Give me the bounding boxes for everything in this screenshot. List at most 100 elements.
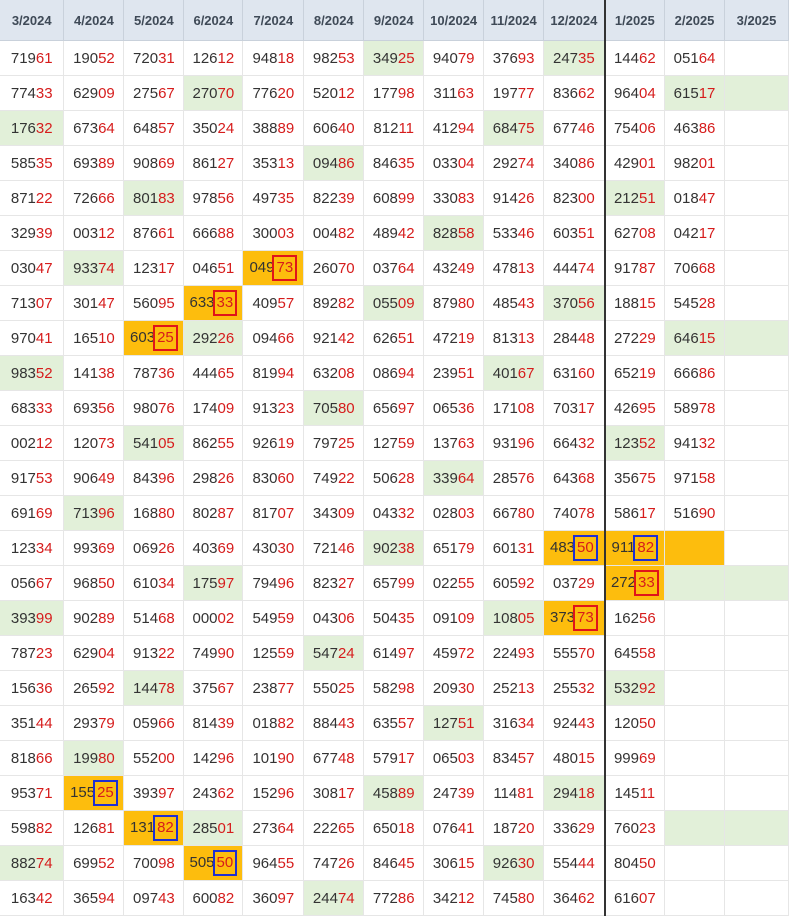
- table-cell[interactable]: 53292: [604, 670, 666, 706]
- table-cell[interactable]: 70580: [303, 390, 365, 426]
- table-cell[interactable]: 88443: [303, 705, 365, 741]
- table-cell[interactable]: 29379: [63, 705, 125, 741]
- table-cell[interactable]: 36594: [63, 880, 125, 916]
- table-cell[interactable]: 03729: [543, 565, 606, 601]
- column-header-10-2024[interactable]: 10/2024: [423, 0, 485, 41]
- table-cell[interactable]: 13763: [423, 425, 485, 461]
- column-header-8-2024[interactable]: 8/2024: [303, 0, 365, 41]
- table-cell[interactable]: 12681: [63, 810, 125, 846]
- table-cell[interactable]: 30817: [303, 775, 365, 811]
- column-header-3-2024[interactable]: 3/2024: [0, 0, 65, 41]
- table-cell[interactable]: 82327: [303, 565, 365, 601]
- table-cell[interactable]: 14462: [604, 40, 666, 76]
- table-cell[interactable]: 81439: [183, 705, 244, 741]
- table-cell[interactable]: 58617: [604, 495, 666, 531]
- table-cell[interactable]: 97041: [0, 320, 65, 356]
- table-cell[interactable]: 74922: [303, 460, 365, 496]
- table-cell[interactable]: 97158: [664, 460, 725, 496]
- table-cell[interactable]: 05509: [363, 285, 425, 321]
- table-cell[interactable]: [664, 705, 725, 741]
- table-cell[interactable]: [664, 530, 725, 566]
- table-cell[interactable]: 44465: [183, 355, 244, 391]
- table-cell[interactable]: [724, 355, 789, 391]
- table-cell[interactable]: 61497: [363, 635, 425, 671]
- table-cell[interactable]: 70668: [664, 250, 725, 286]
- table-cell[interactable]: 90238: [363, 530, 425, 566]
- table-cell[interactable]: 79725: [303, 425, 365, 461]
- table-cell[interactable]: 98076: [123, 390, 185, 426]
- table-cell[interactable]: 06536: [423, 390, 485, 426]
- table-cell[interactable]: 77286: [363, 880, 425, 916]
- table-cell[interactable]: 29418: [543, 775, 606, 811]
- table-cell[interactable]: 05667: [0, 565, 65, 601]
- table-cell[interactable]: 17798: [363, 75, 425, 111]
- table-cell[interactable]: 26070: [303, 250, 365, 286]
- table-cell[interactable]: 23951: [423, 355, 485, 391]
- table-cell[interactable]: 00212: [0, 425, 65, 461]
- table-cell[interactable]: 37056: [543, 285, 606, 321]
- table-cell[interactable]: 64615: [664, 320, 725, 356]
- table-cell[interactable]: 00312: [63, 215, 125, 251]
- table-cell[interactable]: 16510: [63, 320, 125, 356]
- table-cell[interactable]: 131 82: [123, 810, 185, 846]
- table-cell[interactable]: 12334: [0, 530, 65, 566]
- table-cell[interactable]: 35313: [242, 145, 305, 181]
- table-cell[interactable]: [724, 285, 789, 321]
- table-cell[interactable]: 94818: [242, 40, 305, 76]
- table-cell[interactable]: 42901: [604, 145, 666, 181]
- table-cell[interactable]: 89282: [303, 285, 365, 321]
- table-cell[interactable]: [724, 880, 789, 916]
- table-cell[interactable]: 12759: [363, 425, 425, 461]
- table-cell[interactable]: [724, 670, 789, 706]
- table-cell[interactable]: 02803: [423, 495, 485, 531]
- table-cell[interactable]: 70098: [123, 845, 185, 881]
- table-cell[interactable]: [724, 390, 789, 426]
- table-cell[interactable]: 28448: [543, 320, 606, 356]
- table-cell[interactable]: 22265: [303, 810, 365, 846]
- column-header-1-2025[interactable]: 1/2025: [604, 0, 666, 41]
- table-cell[interactable]: 58978: [664, 390, 725, 426]
- table-cell[interactable]: 68475: [483, 110, 545, 146]
- table-cell[interactable]: 82300: [543, 180, 606, 216]
- table-cell[interactable]: 29226: [183, 320, 244, 356]
- column-header-2-2025[interactable]: 2/2025: [664, 0, 725, 41]
- table-cell[interactable]: 27364: [242, 810, 305, 846]
- table-cell[interactable]: 75406: [604, 110, 666, 146]
- column-header-3-2025[interactable]: 3/2025: [724, 0, 789, 41]
- table-cell[interactable]: 61517: [664, 75, 725, 111]
- table-cell[interactable]: [664, 565, 725, 601]
- table-cell[interactable]: 52012: [303, 75, 365, 111]
- table-cell[interactable]: 72666: [63, 180, 125, 216]
- table-cell[interactable]: 45972: [423, 635, 485, 671]
- table-cell[interactable]: 49735: [242, 180, 305, 216]
- table-cell[interactable]: 27567: [123, 75, 185, 111]
- table-cell[interactable]: 67746: [543, 110, 606, 146]
- column-header-12-2024[interactable]: 12/2024: [543, 0, 606, 41]
- table-cell[interactable]: 83662: [543, 75, 606, 111]
- table-cell[interactable]: 82239: [303, 180, 365, 216]
- table-cell[interactable]: [724, 215, 789, 251]
- table-cell[interactable]: 483 50: [543, 530, 606, 566]
- table-cell[interactable]: 65018: [363, 810, 425, 846]
- table-cell[interactable]: 505 50: [183, 845, 244, 881]
- table-cell[interactable]: 66780: [483, 495, 545, 531]
- column-header-5-2024[interactable]: 5/2024: [123, 0, 185, 41]
- table-cell[interactable]: 17108: [483, 390, 545, 426]
- table-cell[interactable]: [724, 145, 789, 181]
- table-cell[interactable]: 16342: [0, 880, 65, 916]
- table-cell[interactable]: 71307: [0, 285, 65, 321]
- table-cell[interactable]: [664, 740, 725, 776]
- table-cell[interactable]: 10190: [242, 740, 305, 776]
- table-cell[interactable]: 64368: [543, 460, 606, 496]
- table-cell[interactable]: [724, 705, 789, 741]
- table-cell[interactable]: 54959: [242, 600, 305, 636]
- table-cell[interactable]: 92619: [242, 425, 305, 461]
- table-cell[interactable]: 03764: [363, 250, 425, 286]
- table-cell[interactable]: 32939: [0, 215, 65, 251]
- table-cell[interactable]: 25213: [483, 670, 545, 706]
- table-cell[interactable]: 65179: [423, 530, 485, 566]
- table-cell[interactable]: 67364: [63, 110, 125, 146]
- table-cell[interactable]: 35144: [0, 705, 65, 741]
- table-cell[interactable]: 66688: [183, 215, 244, 251]
- table-cell[interactable]: 30003: [242, 215, 305, 251]
